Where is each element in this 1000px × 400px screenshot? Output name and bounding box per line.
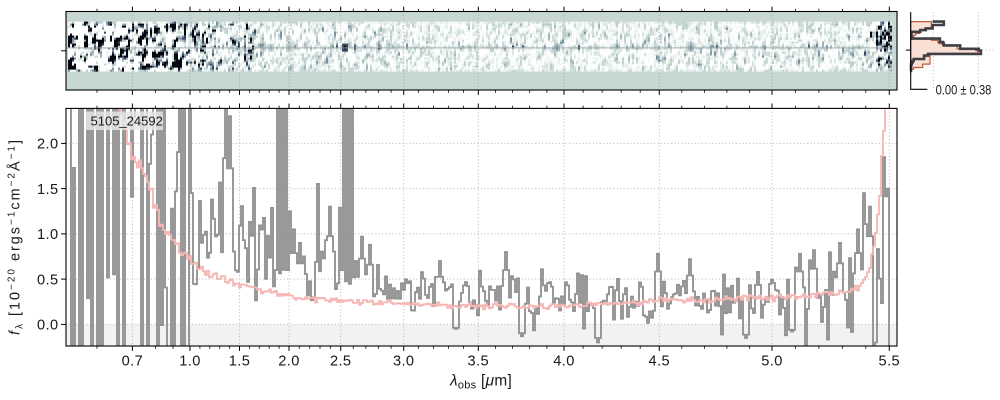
svg-text:0.7: 0.7 xyxy=(122,353,144,369)
svg-text:0.00 ± 0.38: 0.00 ± 0.38 xyxy=(936,82,992,98)
svg-text:3.0: 3.0 xyxy=(393,353,415,369)
svg-text:3.5: 3.5 xyxy=(468,353,490,369)
svg-text:2.0: 2.0 xyxy=(37,137,59,153)
svg-text:fλ [10−20 ergs−1cm−2Å−1]: fλ [10−20 ergs−1cm−2Å−1] xyxy=(7,138,26,335)
svg-text:1.0: 1.0 xyxy=(37,227,59,243)
svg-text:1.0: 1.0 xyxy=(179,353,201,369)
svg-text:5.5: 5.5 xyxy=(879,353,901,369)
svg-text:0.0: 0.0 xyxy=(37,318,59,334)
svg-text:5.0: 5.0 xyxy=(761,353,783,369)
svg-text:0.5: 0.5 xyxy=(37,272,59,288)
svg-text:1.5: 1.5 xyxy=(229,353,251,369)
svg-text:2.0: 2.0 xyxy=(278,353,300,369)
svg-text:4.0: 4.0 xyxy=(553,353,575,369)
svg-text:λobs [μm]: λobs [μm] xyxy=(449,372,512,391)
svg-text:2.5: 2.5 xyxy=(330,353,352,369)
svg-text:1.5: 1.5 xyxy=(37,182,59,198)
svg-text:5105_24592: 5105_24592 xyxy=(91,113,163,128)
svg-text:4.5: 4.5 xyxy=(649,353,671,369)
